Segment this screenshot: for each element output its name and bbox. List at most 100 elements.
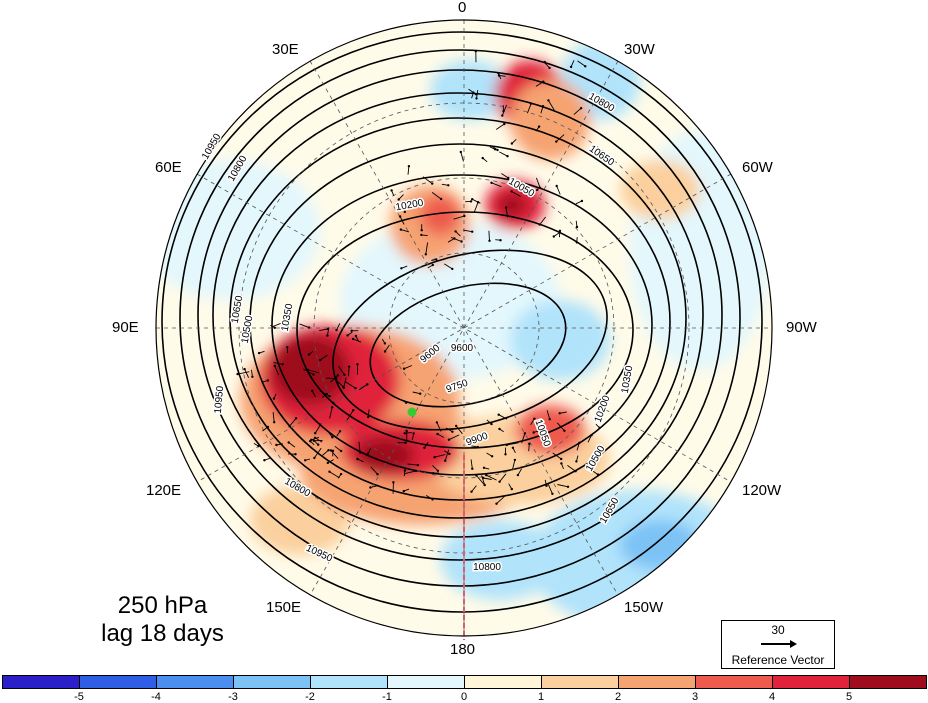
wind-vector-head: [400, 228, 402, 230]
wind-vector-head: [251, 376, 253, 378]
wind-vector-head: [553, 235, 555, 237]
wind-vector-head: [475, 50, 477, 52]
wind-vector-head: [404, 442, 406, 444]
wind-vector-head: [257, 445, 259, 447]
wind-vector-head: [313, 457, 315, 459]
colorbar-swatch: [233, 675, 311, 689]
wind-vector-head: [549, 418, 551, 420]
wind-vector-head: [547, 99, 549, 101]
wind-vector-head: [536, 189, 538, 191]
wind-vector-head: [314, 437, 316, 439]
lon-label-60e: 60E: [155, 160, 182, 176]
lon-label-120e: 120E: [146, 483, 181, 499]
wind-vector-head: [400, 267, 402, 269]
wind-vector-head: [559, 412, 561, 414]
wind-vector-head: [346, 334, 348, 336]
wind-vector-head: [399, 215, 401, 217]
colorbar-swatch: [79, 675, 157, 689]
wind-vector-head: [491, 455, 493, 457]
colorbar-label: 0: [461, 691, 467, 703]
wind-vector-head: [454, 230, 456, 232]
wind-vector: [349, 367, 350, 377]
wind-vector-head: [263, 459, 265, 461]
wind-vector-head: [327, 449, 329, 451]
wind-vector-head: [505, 206, 507, 208]
wind-vector-head: [412, 432, 414, 434]
wind-vector-head: [435, 258, 437, 260]
wind-vector-head: [463, 215, 465, 217]
wind-vector-head: [431, 182, 433, 184]
colorbar-label: 5: [846, 691, 852, 703]
wind-vector-head: [405, 402, 407, 404]
wind-vector-head: [273, 397, 275, 399]
wind-vector-head: [436, 421, 438, 423]
colorbar-swatch: [387, 675, 465, 689]
wind-vector-head: [308, 353, 310, 355]
wind-vector-head: [551, 493, 553, 495]
wind-vector-head: [580, 107, 582, 109]
wind-vector-head: [496, 149, 498, 151]
wind-vector-head: [451, 431, 453, 433]
wind-vector-head: [494, 148, 496, 150]
wind-vector-head: [366, 383, 368, 385]
wind-vector-head: [574, 470, 576, 472]
wind-vector-head: [485, 474, 487, 476]
wind-vector-head: [512, 447, 514, 449]
wind-vector-head: [351, 330, 353, 332]
wind-vector-head: [356, 363, 358, 365]
wind-vector-head: [355, 335, 357, 337]
wind-vector-head: [477, 446, 479, 448]
wind-vector-head: [273, 421, 275, 423]
wind-vector-head: [498, 428, 500, 430]
wind-vector-head: [335, 329, 337, 331]
wind-vector-head: [339, 430, 341, 432]
wind-vector-head: [471, 231, 473, 233]
wind-vector-head: [524, 432, 526, 434]
wind-vector-head: [451, 268, 453, 270]
lon-label-150e: 150E: [266, 600, 301, 616]
wind-vector-head: [542, 105, 544, 107]
wind-vector-head: [340, 473, 342, 475]
wind-vector-head: [384, 342, 386, 344]
wind-vector-head: [499, 239, 501, 241]
wind-vector-head: [497, 72, 499, 74]
wind-vector-head: [288, 441, 290, 443]
wind-vector-head: [307, 369, 309, 371]
wind-vector-head: [403, 490, 405, 492]
wind-vector-head: [275, 444, 277, 446]
wind-vector-head: [312, 373, 314, 375]
wind-vector-head: [475, 97, 477, 99]
wind-vector-head: [514, 459, 516, 461]
wind-vector-head: [403, 368, 405, 370]
wind-vector-head: [511, 488, 513, 490]
wind-vector-head: [475, 474, 477, 476]
wind-vector-head: [511, 142, 513, 144]
wind-vector-head: [319, 359, 321, 361]
wind-vector-head: [584, 65, 586, 67]
wind-vector-head: [309, 440, 311, 442]
colorbar-swatch: [156, 675, 234, 689]
wind-vector-head: [308, 326, 310, 328]
wind-vector-head: [460, 151, 462, 153]
wind-vector-head: [440, 198, 442, 200]
lon-label-90w: 90W: [786, 320, 817, 336]
wind-vector-head: [560, 462, 562, 464]
wind-vector-head: [597, 473, 599, 475]
wind-vector-head: [425, 253, 427, 255]
wind-vector-head: [317, 444, 319, 446]
wind-vector-head: [447, 184, 449, 186]
wind-vector-head: [327, 328, 329, 330]
wind-vector-head: [506, 444, 508, 446]
wind-vector-head: [404, 432, 406, 434]
lon-label-0: 0: [458, 0, 466, 16]
wind-vector-head: [286, 346, 288, 348]
wind-vector-head: [421, 229, 423, 231]
wind-vector-head: [392, 481, 394, 483]
colorbar-label: 2: [615, 691, 621, 703]
lon-label-120w: 120W: [742, 483, 781, 499]
wind-vector-head: [495, 503, 497, 505]
wind-vector-head: [472, 91, 474, 93]
wind-vector-head: [470, 491, 472, 493]
wind-vector-head: [498, 414, 500, 416]
